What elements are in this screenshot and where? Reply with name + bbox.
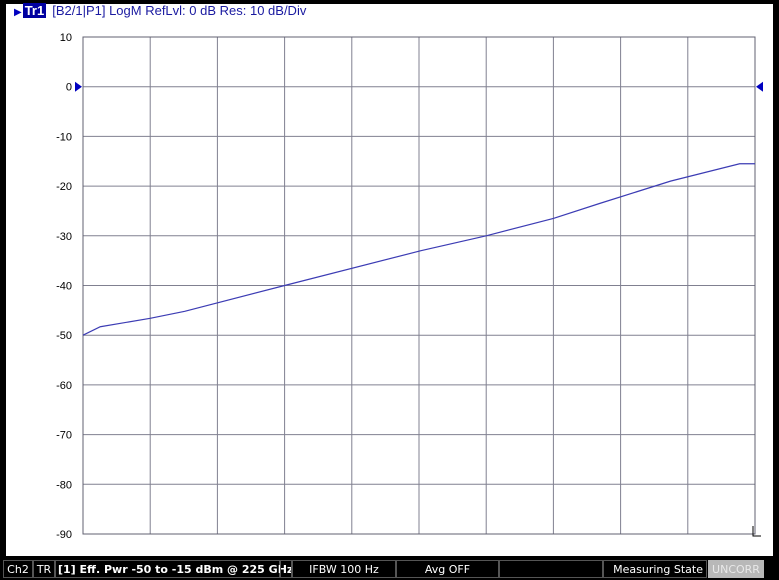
chart-panel (6, 4, 773, 556)
y-tick-label: -10 (56, 131, 72, 143)
sweep-info: [1] Eff. Pwr -50 to -15 dBm @ 225 GHz (55, 560, 293, 578)
calibration-status-badge[interactable]: UNCORR (708, 560, 764, 578)
y-tick-label: -50 (56, 330, 72, 342)
y-tick-label: -60 (56, 380, 72, 392)
scale-corner-marker (752, 526, 761, 537)
y-tick-label: -90 (56, 529, 72, 541)
plot-frame (82, 36, 756, 535)
y-tick-label: -40 (56, 281, 72, 293)
reference-level-marker-left-icon (75, 81, 82, 92)
y-tick-label: 0 (66, 82, 72, 94)
y-tick-label: -20 (56, 181, 72, 193)
status-spacer (280, 560, 292, 578)
trace-header[interactable]: ▶ Tr1 [B2/1|P1] LogM RefLvl: 0 dB Res: 10 … (14, 3, 306, 18)
ifbw-indicator[interactable]: IFBW 100 Hz (292, 560, 396, 578)
trace-line (82, 163, 755, 336)
y-tick-label: -30 (56, 231, 72, 243)
active-trace-arrow-icon: ▶ (14, 7, 22, 18)
status-bar: Ch2 TR [1] Eff. Pwr -50 to -15 dBm @ 225… (0, 559, 779, 580)
reference-level-marker-right-icon (756, 81, 763, 92)
trace-info: [B2/1|P1] LogM RefLvl: 0 dB Res: 10 dB/D… (52, 3, 307, 18)
y-tick-label: 10 (60, 32, 72, 44)
measuring-state: Measuring State (603, 560, 707, 578)
trace-indicator[interactable]: TR (33, 560, 55, 578)
status-blank (499, 560, 603, 578)
y-tick-label: -80 (56, 479, 72, 491)
y-tick-label: -70 (56, 430, 72, 442)
averaging-indicator[interactable]: Avg OFF (396, 560, 499, 578)
channel-indicator[interactable]: Ch2 (3, 560, 33, 578)
trace-label[interactable]: Tr1 (22, 3, 47, 18)
